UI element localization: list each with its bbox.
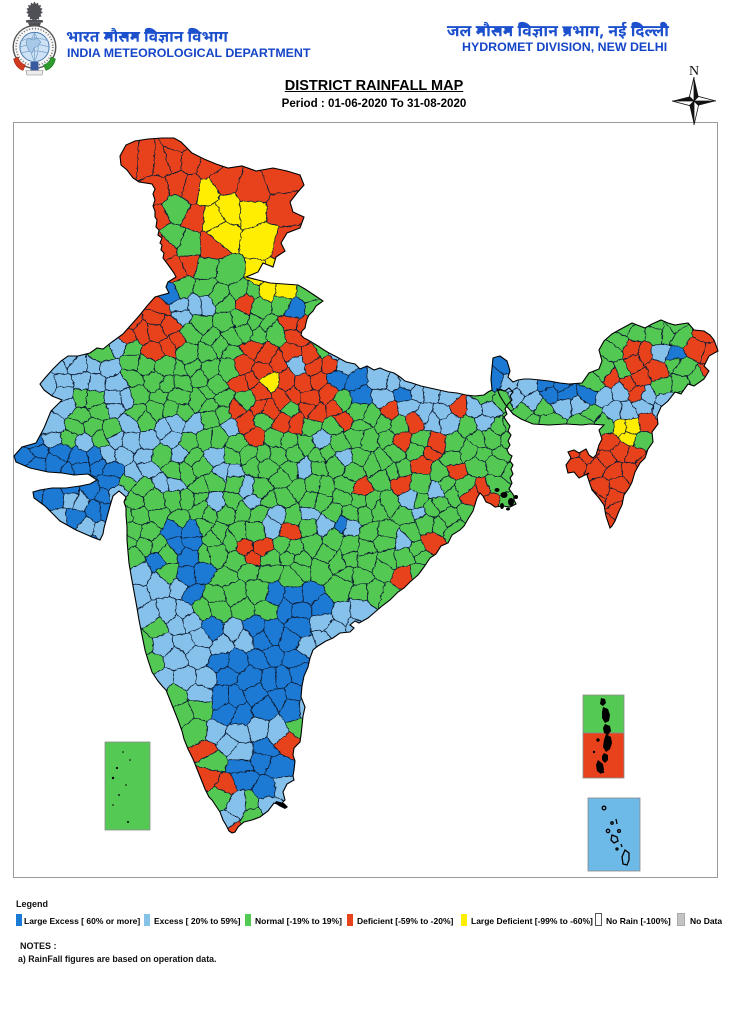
- svg-text:N: N: [689, 64, 699, 79]
